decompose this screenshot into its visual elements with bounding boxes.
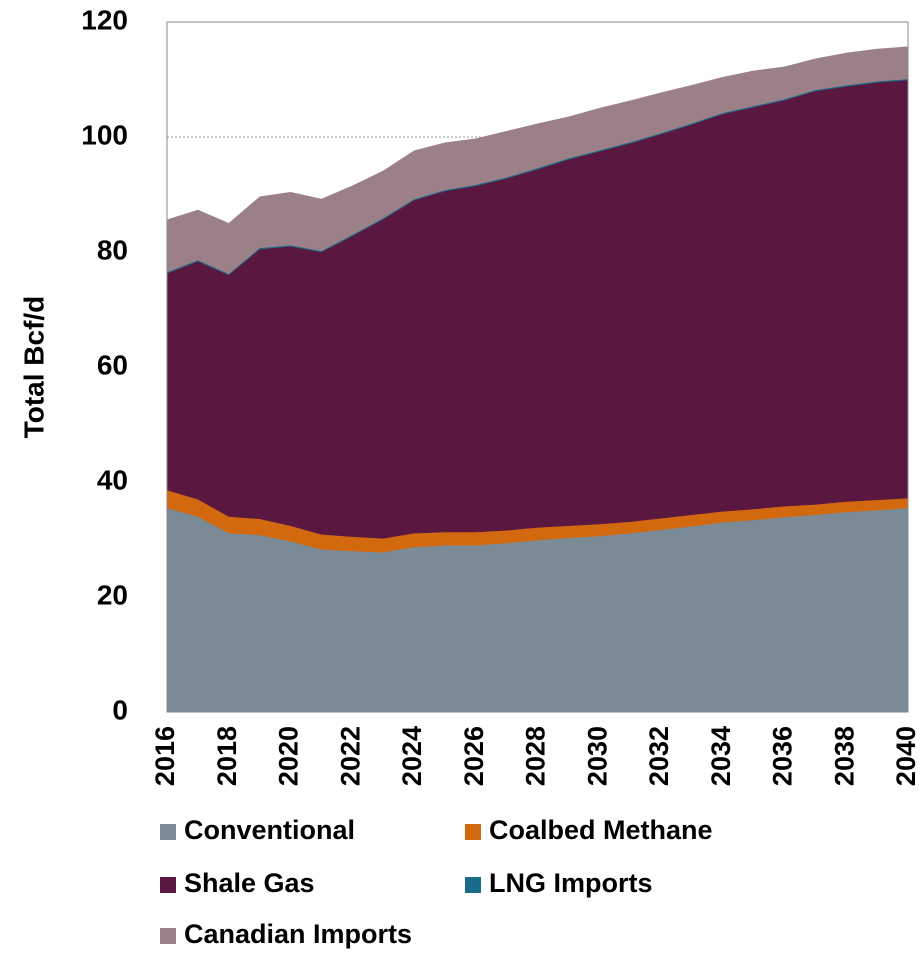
legend-label: LNG Imports [489, 868, 653, 898]
y-tick-label: 20 [97, 579, 128, 610]
legend-swatch [160, 877, 176, 893]
y-tick-label: 80 [97, 234, 128, 265]
legend-label: Shale Gas [184, 868, 315, 898]
legend-swatch [160, 824, 176, 840]
x-tick-label: 2020 [274, 726, 304, 786]
legend-swatch [465, 877, 481, 893]
x-tick-label: 2036 [768, 726, 798, 786]
x-tick-label: 2030 [582, 726, 612, 786]
y-tick-label: 120 [81, 4, 128, 35]
x-tick-label: 2032 [644, 726, 674, 786]
y-tick-label: 60 [97, 349, 128, 380]
legend-label: Conventional [184, 815, 355, 845]
legend-label: Coalbed Methane [489, 815, 713, 845]
legend-label: Canadian Imports [184, 919, 412, 949]
legend-swatch [160, 928, 176, 944]
x-tick-label: 2022 [335, 726, 365, 786]
y-axis-label: Total Bcf/d [18, 296, 49, 439]
x-tick-label: 2018 [212, 726, 242, 786]
x-tick-label: 2026 [459, 726, 489, 786]
x-tick-label: 2024 [397, 726, 427, 786]
y-tick-label: 0 [112, 694, 128, 725]
legend-swatch [465, 824, 481, 840]
x-tick-label: 2040 [891, 726, 921, 786]
y-tick-label: 100 [81, 119, 128, 150]
x-tick-label: 2028 [521, 726, 551, 786]
plot-frame [166, 21, 909, 713]
x-tick-label: 2016 [150, 726, 180, 786]
y-tick-label: 40 [97, 464, 128, 495]
x-tick-label: 2034 [706, 726, 736, 786]
x-tick-label: 2038 [829, 726, 859, 786]
